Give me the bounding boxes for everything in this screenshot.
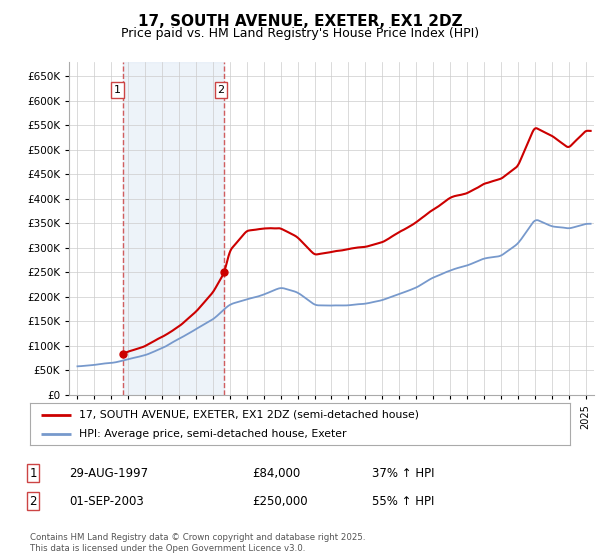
Text: 2: 2 bbox=[217, 85, 224, 95]
Text: 37% ↑ HPI: 37% ↑ HPI bbox=[372, 466, 434, 480]
Text: Contains HM Land Registry data © Crown copyright and database right 2025.
This d: Contains HM Land Registry data © Crown c… bbox=[30, 533, 365, 553]
Bar bbox=[122, 62, 224, 395]
Text: £84,000: £84,000 bbox=[252, 466, 300, 480]
Text: Price paid vs. HM Land Registry's House Price Index (HPI): Price paid vs. HM Land Registry's House … bbox=[121, 27, 479, 40]
Text: £250,000: £250,000 bbox=[252, 494, 308, 508]
Text: HPI: Average price, semi-detached house, Exeter: HPI: Average price, semi-detached house,… bbox=[79, 429, 346, 439]
Text: 17, SOUTH AVENUE, EXETER, EX1 2DZ: 17, SOUTH AVENUE, EXETER, EX1 2DZ bbox=[137, 14, 463, 29]
Text: 01-SEP-2003: 01-SEP-2003 bbox=[69, 494, 144, 508]
Text: 1: 1 bbox=[114, 85, 121, 95]
Text: 55% ↑ HPI: 55% ↑ HPI bbox=[372, 494, 434, 508]
Text: 2: 2 bbox=[29, 494, 37, 508]
Text: 1: 1 bbox=[29, 466, 37, 480]
Text: 17, SOUTH AVENUE, EXETER, EX1 2DZ (semi-detached house): 17, SOUTH AVENUE, EXETER, EX1 2DZ (semi-… bbox=[79, 409, 419, 419]
Text: 29-AUG-1997: 29-AUG-1997 bbox=[69, 466, 148, 480]
